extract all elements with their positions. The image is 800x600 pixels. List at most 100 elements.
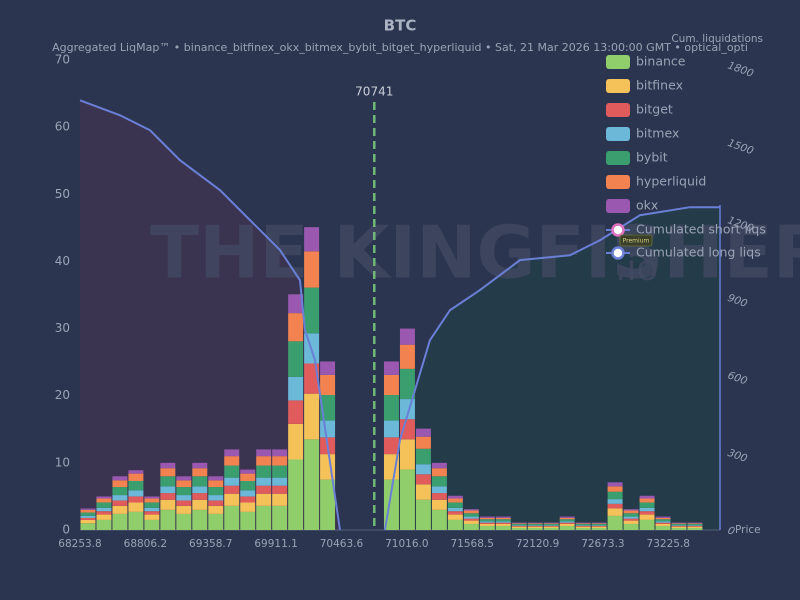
- bar-segment: [591, 522, 607, 524]
- bar-segment: [128, 496, 144, 503]
- bar-segment: [431, 462, 447, 469]
- bar-segment: [112, 495, 128, 501]
- bar-segment: [463, 520, 479, 524]
- bar-segment: [511, 522, 527, 524]
- bar-segment: [463, 510, 479, 514]
- legend-label: Cumulated short liqs: [636, 222, 766, 237]
- bar-segment: [112, 476, 128, 481]
- bar-segment: [687, 526, 703, 528]
- chart-title: BTC: [384, 17, 417, 35]
- x-tick-label: 71568.5: [450, 538, 493, 550]
- bar-segment: [80, 509, 96, 513]
- bar-segment: [383, 437, 399, 455]
- bar-segment: [96, 496, 112, 499]
- bar-segment: [671, 525, 687, 526]
- bar-segment: [639, 514, 655, 520]
- bar-segment: [479, 519, 495, 522]
- bar-segment: [575, 525, 591, 527]
- watermark: THE KINGFISHER: [150, 211, 800, 295]
- bar-segment: [607, 503, 623, 509]
- bar-segment: [288, 423, 304, 460]
- y2-axis-label: Cum. liquidations: [671, 33, 763, 45]
- bar-segment: [399, 344, 415, 369]
- bar-segment: [655, 523, 671, 526]
- bar-segment: [463, 516, 479, 519]
- legend-swatch: [606, 103, 630, 117]
- bar-segment: [511, 527, 527, 530]
- bar-segment: [208, 476, 224, 481]
- y-tick-label: 30: [55, 321, 70, 335]
- bar-segment: [272, 477, 288, 486]
- bar-segment: [463, 513, 479, 517]
- premium-badge-bg: [619, 234, 653, 247]
- x-tick-label: 72673.3: [581, 538, 624, 550]
- bar-segment: [495, 519, 511, 522]
- bar-segment: [447, 519, 463, 530]
- bar-segment: [304, 227, 320, 252]
- bar-segment: [399, 328, 415, 345]
- bar-segment: [607, 508, 623, 516]
- bar-segment: [240, 469, 256, 474]
- bar-segment: [288, 376, 304, 401]
- legend-label: hyperliquid: [636, 174, 706, 189]
- bar-segment: [80, 519, 96, 524]
- legend-label: bybit: [636, 150, 668, 165]
- legend-label: bitfinex: [636, 78, 683, 93]
- bar-segment: [112, 513, 128, 530]
- bar-segment: [447, 498, 463, 503]
- bar-segment: [128, 490, 144, 497]
- bar-segment: [144, 496, 160, 499]
- bar-segment: [208, 480, 224, 488]
- bar-segment: [431, 468, 447, 477]
- cumulative-area: [384, 207, 720, 530]
- bar-segment: [320, 361, 336, 375]
- bar-segment: [687, 522, 703, 524]
- y-tick-label: 10: [55, 455, 70, 469]
- x-tick-label: 70463.6: [320, 538, 364, 550]
- cumulative-line: [79, 99, 341, 531]
- current-price-label: 70741: [355, 85, 393, 99]
- legend-label: Cumulated long liqs: [636, 245, 761, 260]
- bar-segment: [128, 511, 144, 530]
- bar-segment: [144, 511, 160, 515]
- bar-segment: [224, 449, 240, 457]
- bar-segment: [543, 522, 559, 524]
- bar-segment: [96, 519, 112, 530]
- bar-segment: [160, 493, 176, 500]
- bar-segment: [447, 507, 463, 512]
- bar-segment: [272, 449, 288, 457]
- bar-segment: [527, 523, 543, 524]
- bar-segment: [192, 462, 208, 469]
- bar-segment: [431, 493, 447, 500]
- bar-segment: [639, 519, 655, 530]
- bar-segment: [96, 498, 112, 503]
- legend-marker: [611, 246, 625, 260]
- bar-segment: [495, 522, 511, 524]
- bar-segment: [639, 502, 655, 508]
- bar-segment: [128, 480, 144, 491]
- bar-segment: [623, 513, 639, 517]
- cumulative-area: [80, 100, 340, 531]
- bar-segment: [240, 511, 256, 530]
- bar-segment: [671, 523, 687, 524]
- bar-segment: [415, 428, 431, 437]
- bar-segment: [575, 527, 591, 530]
- bar-segment: [96, 507, 112, 512]
- bar-segment: [192, 468, 208, 477]
- bar-segment: [320, 374, 336, 396]
- bar-segment: [176, 513, 192, 530]
- chart-subtitle: Aggregated LiqMap™ • binance_bitfinex_ok…: [52, 41, 748, 54]
- bar-segment: [479, 525, 495, 530]
- bar-segment: [607, 491, 623, 500]
- bar-segment: [511, 526, 527, 528]
- bar-segment: [304, 393, 320, 440]
- bar-segment: [527, 525, 543, 527]
- bar-segment: [591, 523, 607, 526]
- bar-segment: [527, 527, 543, 530]
- bar-segment: [559, 517, 575, 520]
- bar-segment: [591, 527, 607, 530]
- bar-segment: [591, 525, 607, 527]
- bar-segment: [256, 449, 272, 457]
